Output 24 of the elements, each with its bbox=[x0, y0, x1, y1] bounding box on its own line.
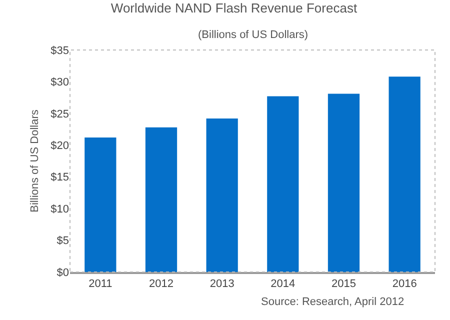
x-tick-label: 2014 bbox=[270, 278, 296, 290]
y-tick-label: $25 bbox=[50, 108, 69, 120]
x-tick-label: 2011 bbox=[88, 278, 112, 290]
x-tick-label: 2013 bbox=[210, 278, 234, 290]
x-tick-label: 2016 bbox=[392, 278, 417, 290]
y-tick-label: $15 bbox=[50, 172, 69, 184]
chart-subtitle: (Billions of US Dollars) bbox=[198, 29, 308, 41]
bar bbox=[84, 138, 116, 272]
x-tick-label: 2012 bbox=[149, 278, 174, 290]
y-tick-label: $20 bbox=[50, 140, 69, 152]
source-note: Source: Research, April 2012 bbox=[261, 296, 404, 308]
y-tick-label: $0 bbox=[56, 266, 69, 279]
bar bbox=[388, 76, 420, 272]
x-tick-label: 2015 bbox=[332, 278, 356, 290]
bar bbox=[145, 127, 178, 272]
y-tick-label: $35 bbox=[50, 44, 69, 57]
bar bbox=[206, 118, 238, 272]
y-axis-title: Billions of US Dollars bbox=[29, 109, 41, 212]
y-tick-label: $10 bbox=[50, 203, 69, 216]
bar bbox=[328, 94, 360, 272]
bar bbox=[267, 96, 299, 272]
chart-title: Worldwide NAND Flash Revenue Forecast bbox=[110, 0, 358, 16]
y-tick-label: $5 bbox=[56, 235, 69, 248]
y-tick-label: $30 bbox=[50, 76, 69, 89]
